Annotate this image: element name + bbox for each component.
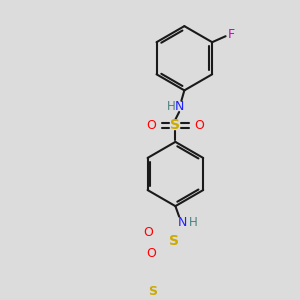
Text: F: F [228, 28, 235, 41]
Text: O: O [147, 247, 156, 260]
Text: S: S [169, 234, 179, 248]
Text: O: O [194, 119, 204, 132]
Text: S: S [170, 118, 180, 133]
Text: N: N [174, 100, 184, 113]
Text: H: H [189, 216, 198, 229]
Text: O: O [147, 119, 156, 132]
Text: S: S [148, 285, 157, 298]
Text: N: N [178, 216, 188, 229]
Text: H: H [167, 100, 175, 113]
Text: O: O [144, 226, 153, 239]
